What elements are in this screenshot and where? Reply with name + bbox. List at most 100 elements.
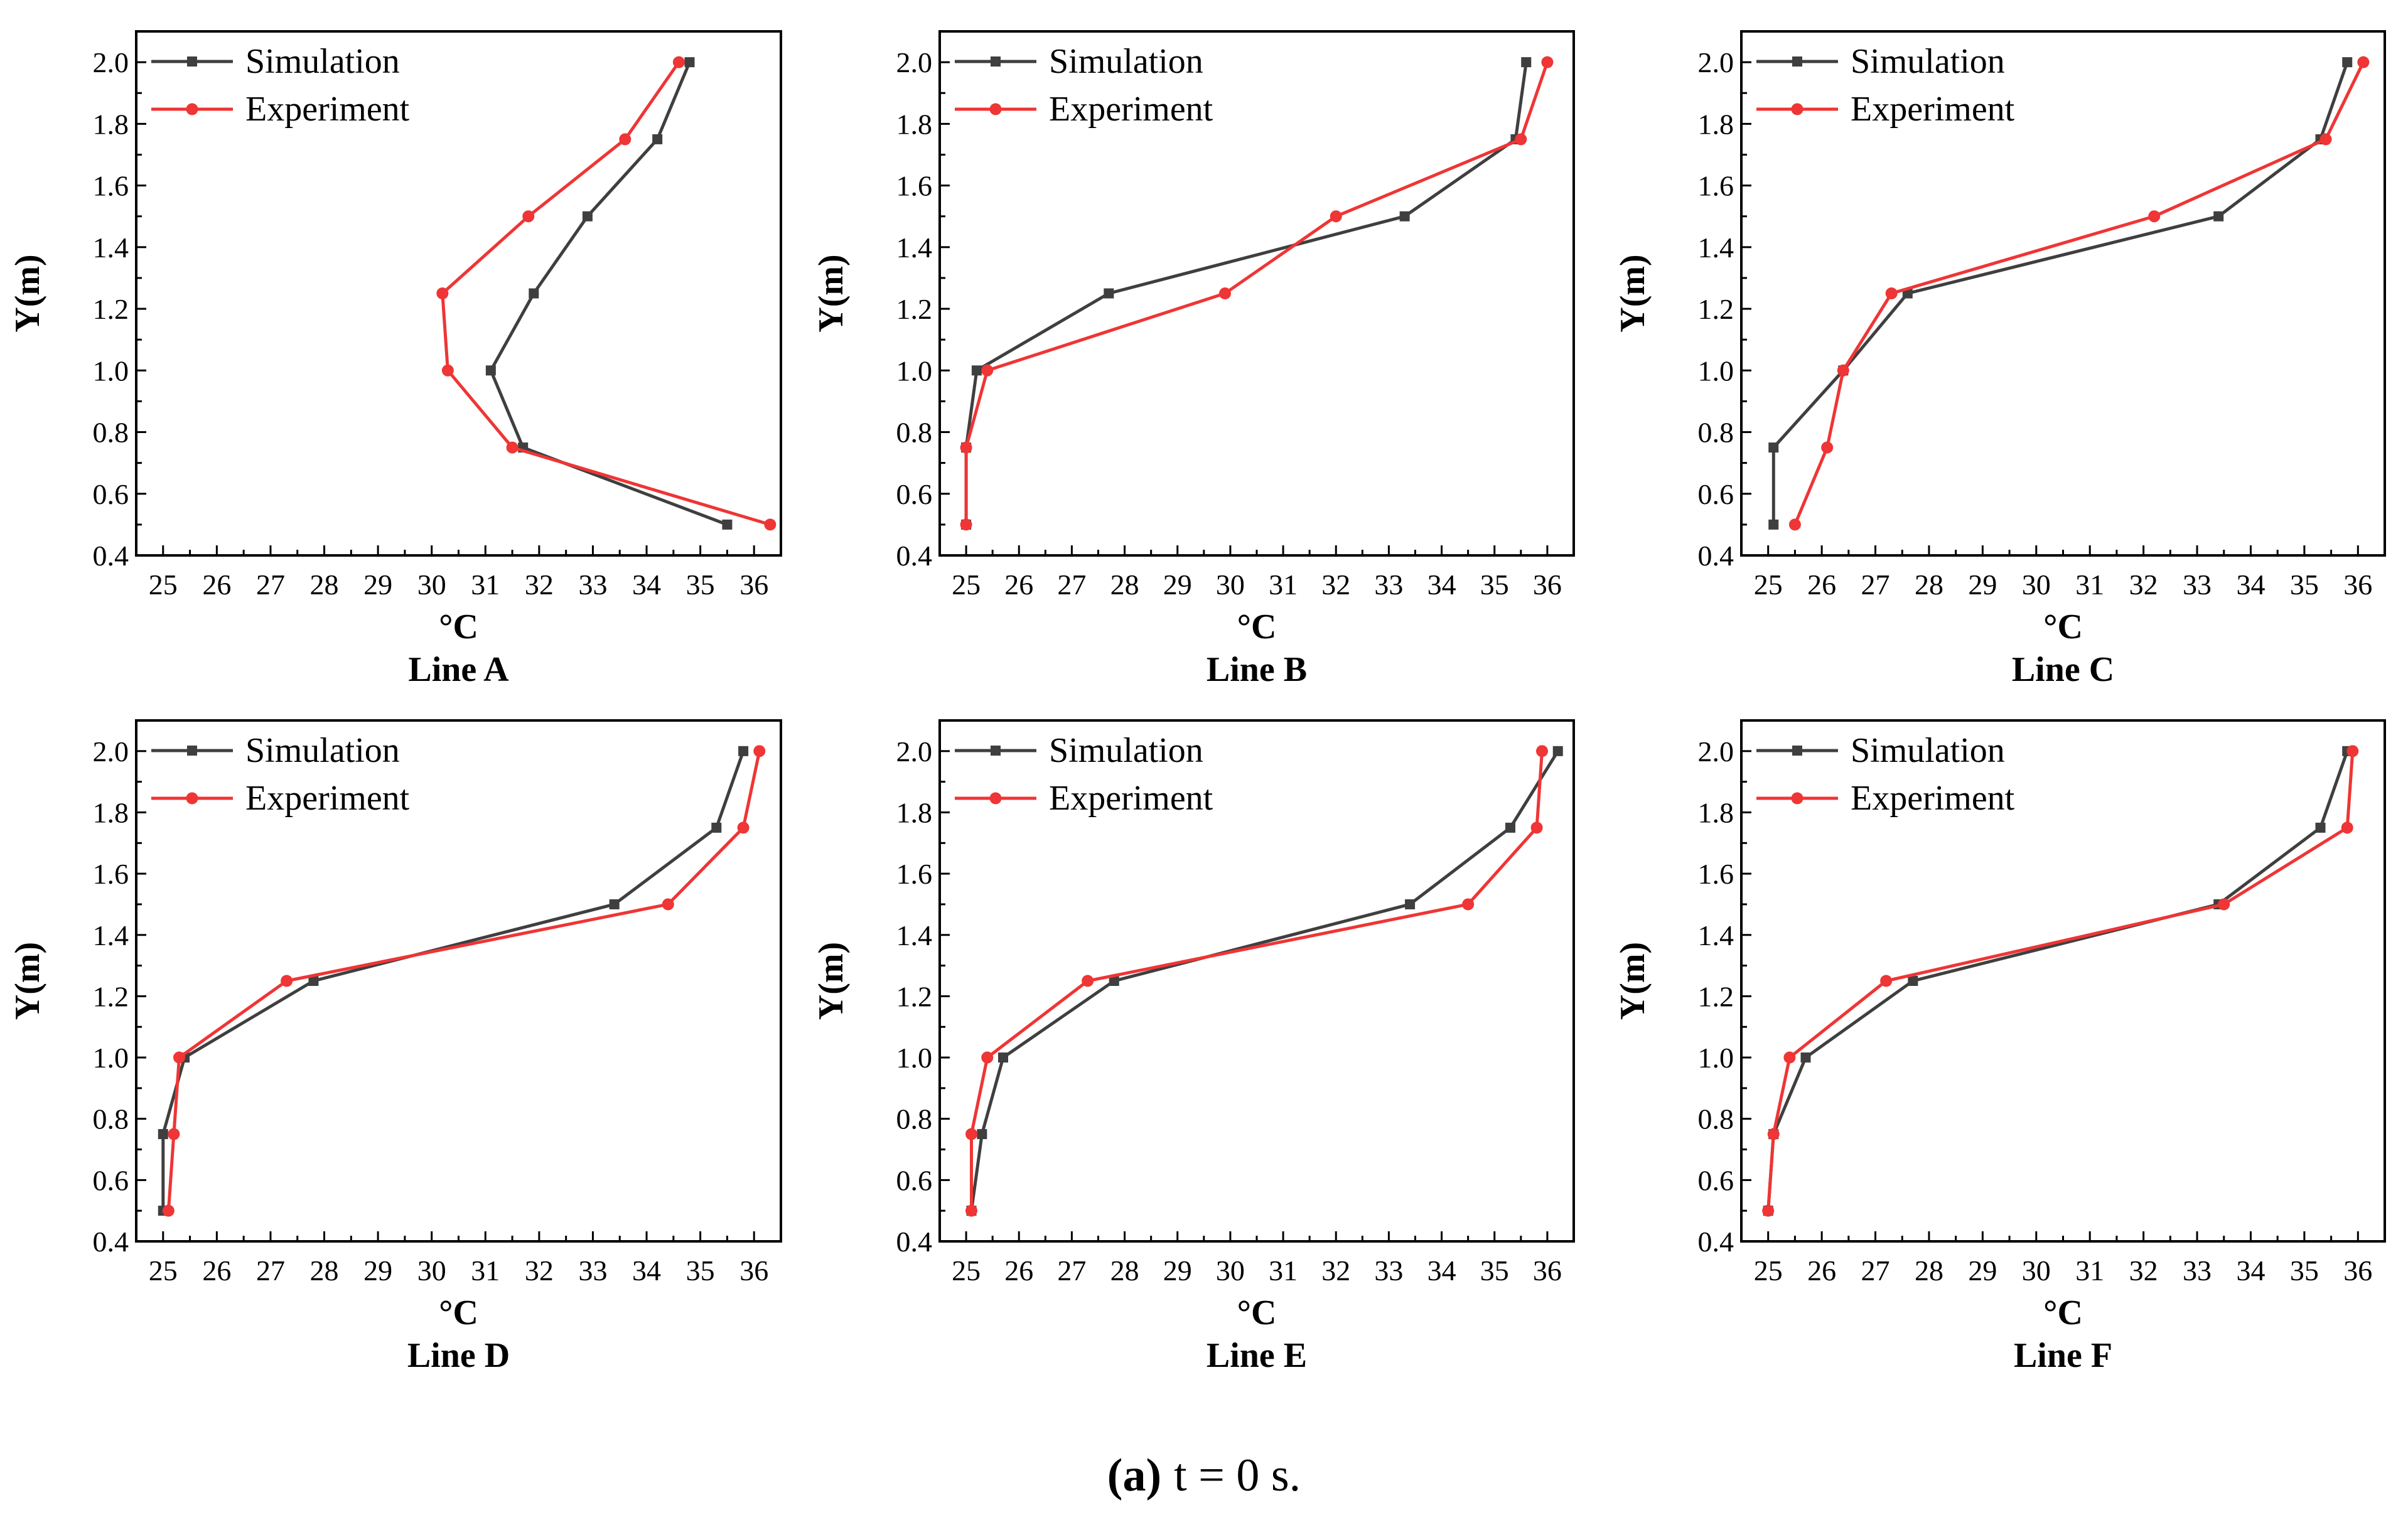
x-tick-label: 32 bbox=[525, 569, 554, 601]
y-tick-label: 2.0 bbox=[93, 736, 129, 768]
data-point-experiment bbox=[672, 56, 685, 68]
x-tick-label: 34 bbox=[1427, 1255, 1456, 1287]
x-tick-label: 31 bbox=[2075, 1255, 2104, 1287]
y-tick-label: 0.6 bbox=[896, 1164, 933, 1196]
data-point-experiment bbox=[173, 1051, 185, 1064]
chart-title: Line C bbox=[2012, 650, 2114, 689]
x-tick-label: 30 bbox=[2022, 569, 2051, 601]
data-point-simulation bbox=[1521, 57, 1532, 68]
legend-label-experiment: Experiment bbox=[245, 90, 410, 129]
data-point-experiment bbox=[1330, 210, 1342, 223]
y-tick-label: 1.8 bbox=[93, 108, 129, 140]
x-axis-label: °C bbox=[439, 1293, 478, 1332]
data-point-experiment bbox=[981, 1051, 994, 1064]
x-tick-label: 25 bbox=[1754, 1255, 1783, 1287]
series-line-experiment bbox=[1793, 62, 2365, 525]
x-tick-label: 33 bbox=[2183, 569, 2212, 601]
y-tick-label: 0.4 bbox=[1698, 1226, 1734, 1258]
plot-frame bbox=[135, 719, 782, 1243]
x-tick-label: 31 bbox=[471, 1255, 500, 1287]
y-tick-label: 0.8 bbox=[93, 417, 129, 449]
x-tick-label: 33 bbox=[578, 1255, 607, 1287]
data-point-simulation bbox=[609, 899, 620, 909]
y-tick-label: 1.2 bbox=[93, 293, 129, 325]
data-point-simulation bbox=[684, 57, 695, 68]
y-tick-label: 1.0 bbox=[1698, 355, 1734, 387]
y-tick-label: 0.4 bbox=[896, 1226, 933, 1258]
x-tick-label: 26 bbox=[1004, 569, 1033, 601]
y-tick-label: 1.4 bbox=[1698, 232, 1734, 264]
y-tick-label: 0.4 bbox=[1698, 540, 1734, 572]
data-point-simulation bbox=[529, 288, 539, 299]
x-tick-label: 25 bbox=[952, 569, 981, 601]
y-tick-label: 1.0 bbox=[93, 1042, 129, 1074]
x-tick-label: 32 bbox=[1321, 569, 1350, 601]
data-point-experiment bbox=[506, 441, 519, 454]
data-point-experiment bbox=[2319, 133, 2332, 146]
x-tick-label: 26 bbox=[1807, 569, 1836, 601]
x-tick-label: 28 bbox=[1915, 1255, 1943, 1287]
y-tick-label: 1.2 bbox=[1698, 980, 1734, 1012]
x-tick-label: 32 bbox=[2129, 1255, 2158, 1287]
x-tick-label: 25 bbox=[149, 1255, 178, 1287]
x-tick-label: 28 bbox=[310, 569, 339, 601]
chart-title: Line F bbox=[2014, 1336, 2112, 1375]
data-point-simulation bbox=[1505, 822, 1515, 833]
data-point-experiment bbox=[1885, 287, 1898, 299]
y-tick-label: 1.0 bbox=[1698, 1042, 1734, 1074]
data-point-simulation bbox=[722, 519, 733, 530]
x-tick-label: 27 bbox=[1861, 1255, 1890, 1287]
chart-title: Line A bbox=[408, 650, 509, 689]
data-point-experiment bbox=[281, 975, 293, 987]
plot-frame bbox=[135, 30, 782, 557]
data-point-experiment bbox=[965, 1204, 977, 1217]
series-line-experiment bbox=[1766, 751, 2355, 1211]
x-tick-label: 26 bbox=[1807, 1255, 1836, 1287]
y-tick-label: 1.8 bbox=[896, 796, 933, 828]
chart-title: Line B bbox=[1207, 650, 1307, 689]
x-tick-label: 29 bbox=[363, 1255, 392, 1287]
legend-label-simulation: Simulation bbox=[1851, 42, 2005, 81]
y-tick-label: 0.4 bbox=[896, 540, 933, 572]
legend-marker-experiment bbox=[989, 792, 1002, 805]
chart-panel-4: 25 26 27 28 29 30 31 32 33 34 35 36 0.4 0.6 0.8 1.0 1.2 1… bbox=[8, 719, 782, 1375]
data-point-experiment bbox=[2148, 210, 2161, 223]
data-point-experiment bbox=[436, 287, 449, 299]
y-tick-label: 1.0 bbox=[896, 355, 933, 387]
legend-marker-experiment bbox=[1791, 792, 1803, 805]
chart-panel-3: 25 26 27 28 29 30 31 32 33 34 35 36 0.4 0.6 0.8 1.0 1.2 1… bbox=[1613, 30, 2386, 689]
legend-marker-experiment bbox=[989, 103, 1002, 115]
data-point-simulation bbox=[1109, 976, 1119, 986]
x-tick-label: 36 bbox=[1533, 569, 1562, 601]
series-line-simulation bbox=[489, 62, 728, 527]
x-tick-label: 28 bbox=[310, 1255, 339, 1287]
x-tick-label: 33 bbox=[1374, 569, 1403, 601]
legend-label-simulation: Simulation bbox=[1851, 731, 2005, 770]
x-tick-label: 30 bbox=[417, 569, 446, 601]
data-point-experiment bbox=[1530, 822, 1543, 834]
y-tick-label: 2.0 bbox=[1698, 736, 1734, 768]
y-tick-label: 2.0 bbox=[93, 46, 129, 78]
data-point-experiment bbox=[1082, 975, 1094, 987]
x-tick-label: 34 bbox=[2236, 569, 2265, 601]
data-point-experiment bbox=[1880, 975, 1893, 987]
x-tick-label: 33 bbox=[578, 569, 607, 601]
data-point-experiment bbox=[960, 441, 972, 454]
data-point-experiment bbox=[764, 518, 777, 531]
data-point-experiment bbox=[2218, 898, 2230, 911]
x-axis-label: °C bbox=[2043, 607, 2083, 646]
data-point-simulation bbox=[738, 746, 749, 756]
series-line-simulation bbox=[970, 750, 1559, 1211]
chart-panel-5: 25 26 27 28 29 30 31 32 33 34 35 36 0.4 0.6 0.8 1.0 1.2 1… bbox=[812, 719, 1575, 1375]
x-tick-label: 30 bbox=[417, 1255, 446, 1287]
legend-label-simulation: Simulation bbox=[1049, 731, 1203, 770]
legend-label-experiment: Experiment bbox=[245, 779, 410, 818]
x-tick-label: 36 bbox=[2343, 569, 2372, 601]
data-point-simulation bbox=[652, 134, 663, 144]
x-tick-label: 28 bbox=[1915, 569, 1943, 601]
x-tick-label: 32 bbox=[2129, 569, 2158, 601]
x-tick-label: 35 bbox=[686, 569, 715, 601]
series-line-experiment bbox=[970, 751, 1544, 1211]
series-line-simulation bbox=[1771, 62, 2349, 525]
data-point-simulation bbox=[1405, 899, 1416, 909]
